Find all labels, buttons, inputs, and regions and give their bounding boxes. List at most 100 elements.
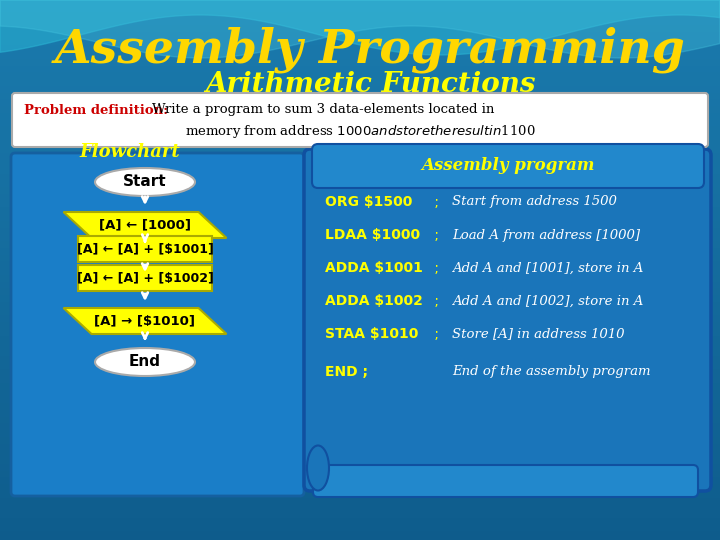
Ellipse shape — [95, 168, 195, 196]
Bar — [0, 505, 720, 513]
Bar — [0, 174, 720, 183]
Bar — [0, 458, 720, 465]
Text: Flowchart: Flowchart — [80, 143, 181, 161]
Bar — [0, 384, 720, 392]
Bar — [0, 147, 720, 156]
Bar — [0, 208, 720, 216]
Bar — [0, 195, 720, 202]
Bar — [0, 289, 720, 297]
Bar — [0, 323, 720, 330]
Bar — [0, 0, 720, 6]
Bar — [0, 60, 720, 68]
Bar — [0, 525, 720, 534]
Text: Assembly Programming: Assembly Programming — [55, 27, 685, 73]
Text: Write a program to sum 3 data-elements located in: Write a program to sum 3 data-elements l… — [152, 104, 495, 117]
Bar — [0, 215, 720, 222]
Bar — [0, 343, 720, 351]
Bar — [0, 316, 720, 324]
Bar — [0, 485, 720, 492]
Bar — [0, 107, 720, 115]
Bar — [0, 269, 720, 276]
Bar — [0, 120, 720, 128]
Bar — [0, 66, 720, 74]
FancyBboxPatch shape — [312, 144, 704, 188]
FancyBboxPatch shape — [11, 153, 304, 496]
Text: ;: ; — [430, 294, 444, 308]
Bar — [0, 80, 720, 87]
Bar — [0, 19, 720, 27]
Text: ;: ; — [430, 228, 444, 242]
FancyBboxPatch shape — [78, 236, 212, 262]
Bar — [0, 519, 720, 526]
Text: Store [A] in address 1010: Store [A] in address 1010 — [452, 327, 624, 341]
Bar — [0, 492, 720, 500]
Text: ;: ; — [430, 327, 444, 341]
Text: STAA $1010: STAA $1010 — [325, 327, 418, 341]
Bar — [0, 262, 720, 270]
Bar — [0, 512, 720, 519]
Bar — [0, 114, 720, 122]
Bar — [0, 377, 720, 384]
Bar — [0, 141, 720, 148]
Text: LDAA $1000: LDAA $1000 — [325, 228, 420, 242]
Bar — [0, 46, 720, 54]
Bar — [0, 282, 720, 291]
Bar — [0, 411, 720, 418]
Bar — [0, 451, 720, 459]
Text: [A] ← [A] + [$1002]: [A] ← [A] + [$1002] — [76, 272, 213, 285]
Bar — [0, 350, 720, 357]
Bar — [0, 303, 720, 310]
Bar — [0, 309, 720, 317]
Bar — [0, 26, 720, 33]
Ellipse shape — [95, 348, 195, 376]
FancyBboxPatch shape — [12, 93, 708, 147]
Bar — [0, 73, 720, 81]
Bar — [0, 478, 720, 486]
Bar — [0, 222, 720, 230]
Text: Start from address 1500: Start from address 1500 — [452, 195, 617, 208]
Bar — [0, 53, 720, 60]
Bar — [0, 201, 720, 209]
Bar — [0, 465, 720, 472]
Bar — [0, 370, 720, 378]
Text: Assembly program: Assembly program — [421, 158, 595, 174]
Text: Add A and [1001], store in A: Add A and [1001], store in A — [452, 261, 644, 274]
Bar — [0, 188, 720, 195]
Text: ADDA $1002: ADDA $1002 — [325, 294, 423, 308]
Bar — [0, 330, 720, 338]
Bar — [0, 498, 720, 507]
Bar — [0, 357, 720, 364]
Bar — [0, 134, 720, 141]
Text: End of the assembly program: End of the assembly program — [452, 366, 651, 379]
Text: ORG $1500: ORG $1500 — [325, 195, 413, 209]
Text: [A] ← [A] + [$1001]: [A] ← [A] + [$1001] — [76, 242, 213, 255]
Bar — [0, 228, 720, 237]
Text: END ;: END ; — [325, 365, 368, 379]
Text: Load A from address [1000]: Load A from address [1000] — [452, 228, 640, 241]
Bar — [0, 390, 720, 399]
FancyBboxPatch shape — [78, 265, 212, 291]
Bar — [0, 471, 720, 480]
Text: ;: ; — [430, 261, 444, 275]
Ellipse shape — [307, 446, 329, 490]
Bar — [0, 6, 720, 14]
Bar — [0, 100, 720, 108]
Text: End: End — [129, 354, 161, 369]
Text: Add A and [1002], store in A: Add A and [1002], store in A — [452, 294, 644, 307]
Bar — [0, 397, 720, 405]
Text: [A] → [$1010]: [A] → [$1010] — [94, 314, 196, 327]
Bar — [0, 33, 720, 40]
Bar — [0, 431, 720, 438]
Bar — [0, 296, 720, 303]
Text: Problem definition:: Problem definition: — [24, 104, 168, 117]
Text: Start: Start — [123, 174, 167, 190]
Bar — [0, 249, 720, 256]
Bar — [0, 127, 720, 135]
Bar — [0, 363, 720, 372]
Bar — [0, 161, 720, 168]
Bar — [0, 276, 720, 284]
Bar — [0, 336, 720, 345]
Bar — [0, 404, 720, 411]
FancyBboxPatch shape — [304, 149, 711, 491]
Text: memory from address $1000 and store the result in $1100: memory from address $1000 and store the … — [184, 123, 536, 139]
